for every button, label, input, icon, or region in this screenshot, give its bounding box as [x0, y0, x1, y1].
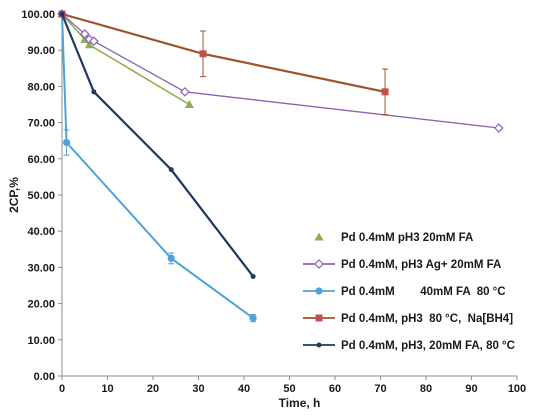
x-tick-label: 50 — [283, 383, 295, 395]
data-point — [89, 36, 99, 46]
legend-item: Pd 0.4mM, pH3 80 °C, Na[BH4] — [303, 313, 513, 325]
data-point — [180, 86, 190, 97]
x-tick-label: 60 — [329, 383, 341, 395]
legend-label: Pd 0.4mM, pH3, 20mM FA, 80 °C — [341, 340, 515, 352]
legend-label: Pd 0.4mM, pH3 Ag+ 20mM FA — [341, 259, 501, 271]
legend-marker — [314, 232, 324, 241]
x-tick-label: 10 — [101, 383, 113, 395]
data-point — [79, 29, 90, 39]
y-tick-label: 100.00 — [21, 9, 55, 21]
x-axis-title: Time, h — [279, 396, 321, 410]
x-tick-label: 70 — [374, 383, 386, 395]
y-tick-label: 10.00 — [27, 335, 55, 347]
ticks: 0 10 20 30 40 50 60 70 80 90 100 0.00 10.00 20.00 30.0… — [21, 9, 526, 395]
x-tick-label: 30 — [192, 383, 204, 395]
y-tick-label: 0.00 — [34, 371, 55, 383]
data-point — [493, 123, 504, 133]
legend-item: Pd 0.4mM 40mM FA 80 °C — [303, 286, 506, 298]
series-line — [61, 12, 386, 93]
legend-label: Pd 0.4mM, pH3 80 °C, Na[BH4] — [341, 313, 513, 325]
legend-label: Pd 0.4mM pH3 20mM FA — [341, 232, 473, 244]
legend-label: Pd 0.4mM 40mM FA 80 °C — [341, 286, 506, 298]
y-tick-label: 40.00 — [27, 226, 55, 238]
y-tick-label: 20.00 — [27, 299, 55, 311]
legend-marker — [315, 314, 323, 322]
series-line — [61, 13, 254, 319]
y-axis-title: 2CP,% — [7, 177, 21, 213]
legend-marker — [314, 259, 324, 269]
y-tick-label: 60.00 — [27, 154, 55, 166]
y-tick-label: 30.00 — [27, 262, 55, 274]
legend-item: Pd 0.4mM, pH3 Ag+ 20mM FA — [303, 259, 501, 271]
data-point — [249, 314, 257, 322]
y-tick-label: 70.00 — [27, 118, 55, 130]
data-point — [381, 88, 389, 96]
x-tick-label: 20 — [147, 383, 159, 395]
x-tick-label: 90 — [465, 383, 477, 395]
x-tick-label: 0 — [59, 383, 65, 395]
series-4 — [58, 10, 389, 116]
y-tick-label: 50.00 — [27, 190, 55, 202]
x-tick-label: 100 — [508, 383, 526, 395]
x-tick-label: 80 — [420, 383, 432, 395]
data-point — [199, 50, 207, 58]
data-point — [167, 254, 175, 262]
legend-marker — [316, 342, 322, 348]
data-point — [250, 273, 256, 279]
x-tick-label: 40 — [238, 383, 250, 395]
data-point — [91, 89, 97, 95]
series-3 — [58, 10, 257, 323]
data-point — [168, 167, 174, 173]
series-line — [60, 13, 254, 278]
y-tick-label: 80.00 — [27, 81, 55, 93]
data-point — [84, 40, 94, 49]
data-point — [62, 138, 71, 147]
data-point — [184, 100, 194, 108]
series-layer — [57, 9, 504, 323]
legend-item: Pd 0.4mM, pH3, 20mM FA, 80 °C — [303, 340, 515, 352]
legend-marker — [315, 287, 323, 295]
series-5 — [59, 11, 256, 279]
y-tick-label: 90.00 — [27, 45, 55, 57]
legend-item: Pd 0.4mM pH3 20mM FA — [314, 232, 473, 244]
legend: Pd 0.4mM pH3 20mM FA Pd 0.4mM, pH3 Ag+ 20… — [303, 232, 515, 352]
data-point — [59, 11, 65, 17]
